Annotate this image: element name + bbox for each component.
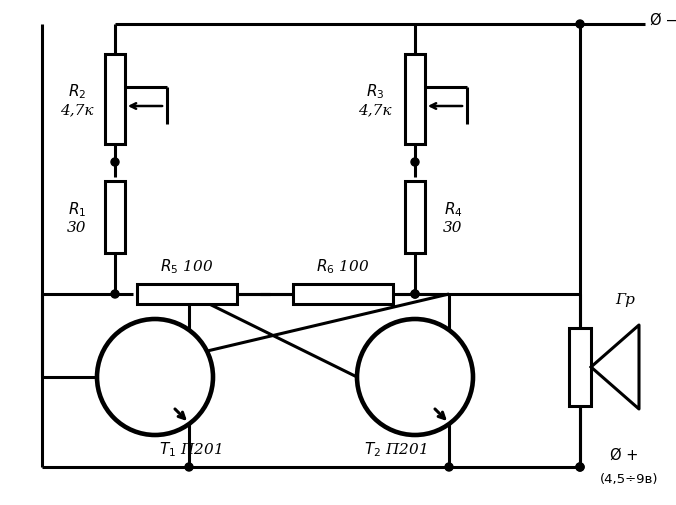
Circle shape — [97, 319, 213, 435]
Bar — [105, 55, 125, 145]
Circle shape — [445, 463, 453, 471]
Circle shape — [111, 159, 119, 167]
Bar — [569, 328, 591, 406]
Circle shape — [185, 463, 193, 471]
Bar — [105, 182, 125, 254]
Circle shape — [411, 290, 419, 298]
Text: $T_2$ П201: $T_2$ П201 — [364, 440, 427, 459]
Text: Ø +: Ø + — [610, 446, 638, 462]
Text: Ø —: Ø — — [650, 13, 676, 27]
Text: $R_2$
4,7к: $R_2$ 4,7к — [60, 82, 94, 117]
Circle shape — [411, 159, 419, 167]
Text: Гр: Гр — [615, 292, 635, 307]
Bar — [137, 284, 237, 305]
Circle shape — [357, 319, 473, 435]
Text: $R_6$ 100: $R_6$ 100 — [316, 257, 370, 276]
Circle shape — [411, 290, 419, 298]
Circle shape — [111, 290, 119, 298]
Circle shape — [576, 463, 584, 471]
Circle shape — [576, 21, 584, 29]
Text: $R_4$
30: $R_4$ 30 — [443, 200, 463, 235]
Bar — [293, 284, 393, 305]
Bar — [405, 182, 425, 254]
Text: $R_1$
30: $R_1$ 30 — [67, 200, 87, 235]
Polygon shape — [591, 325, 639, 409]
Text: $R_3$
4,7к: $R_3$ 4,7к — [358, 82, 392, 117]
Text: (4,5÷9в): (4,5÷9в) — [600, 473, 658, 485]
Text: $T_1$ П201: $T_1$ П201 — [159, 440, 222, 459]
Circle shape — [576, 463, 584, 471]
Bar — [405, 55, 425, 145]
Text: $R_5$ 100: $R_5$ 100 — [160, 257, 214, 276]
